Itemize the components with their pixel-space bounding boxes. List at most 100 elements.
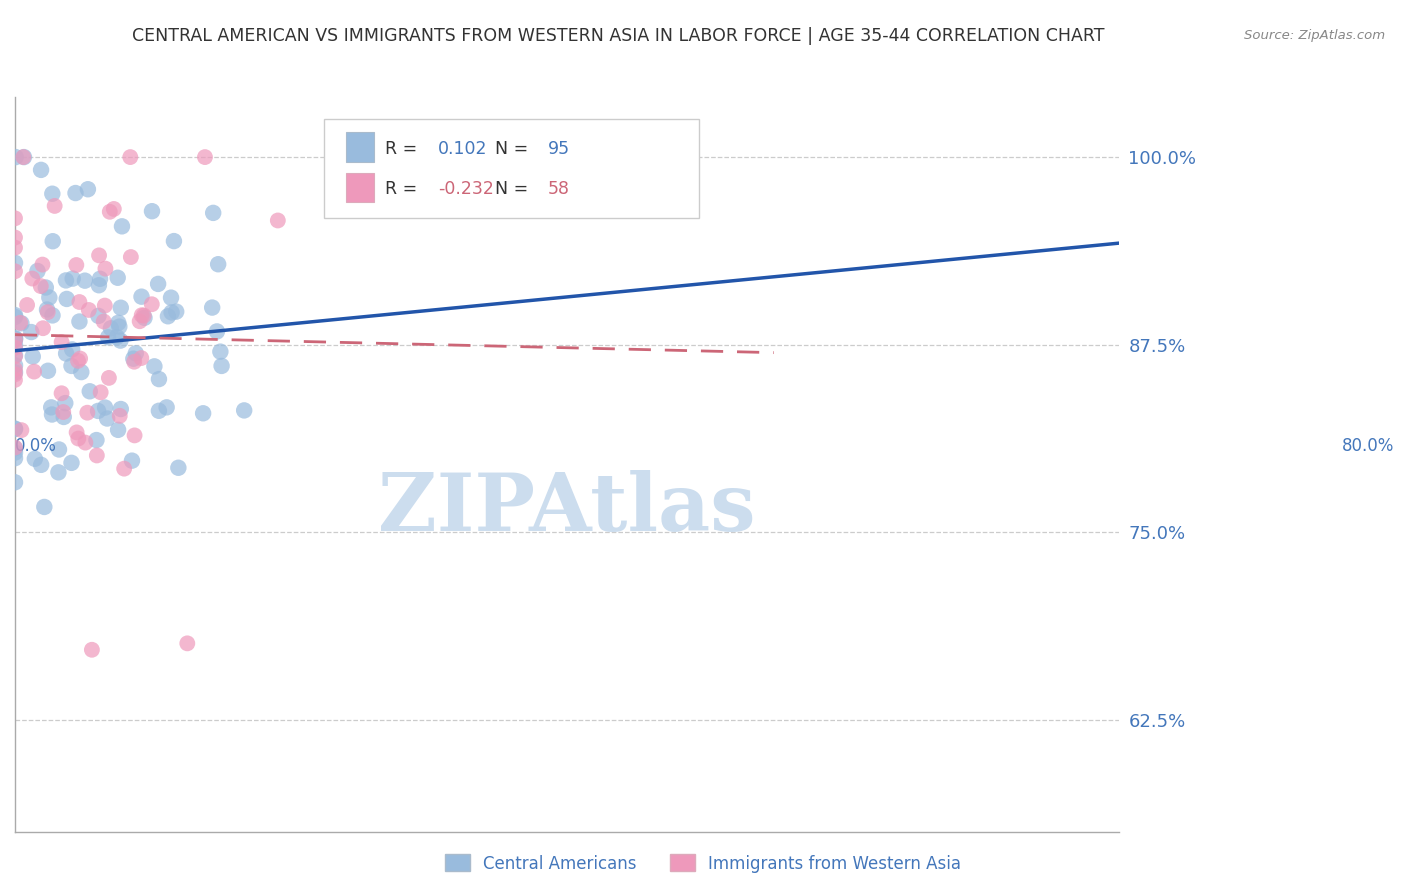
- Point: [69, 351, 91, 366]
- Point: [4, 230, 27, 244]
- Point: [37, 364, 59, 378]
- Point: [87, 404, 110, 418]
- Text: N =: N =: [495, 139, 534, 158]
- Point: [4, 359, 27, 373]
- Point: [60, 359, 83, 373]
- Point: [41, 309, 63, 323]
- Point: [148, 372, 170, 386]
- Point: [4, 475, 27, 490]
- Point: [51, 335, 73, 350]
- Point: [202, 206, 225, 220]
- Point: [201, 301, 224, 315]
- Point: [110, 402, 132, 417]
- Point: [52, 405, 75, 419]
- Point: [67, 295, 90, 310]
- Point: [39, 401, 62, 415]
- Point: [73, 274, 96, 288]
- Point: [70, 365, 93, 379]
- Point: [4, 333, 27, 347]
- Point: [90, 385, 112, 400]
- Point: [120, 250, 142, 264]
- Point: [60, 343, 83, 357]
- Point: [141, 204, 163, 219]
- Point: [86, 433, 108, 447]
- Point: [148, 404, 170, 418]
- Point: [167, 460, 190, 475]
- Point: [4, 211, 27, 226]
- Point: [4, 338, 27, 352]
- Point: [97, 330, 120, 344]
- Point: [67, 432, 90, 446]
- Point: [94, 261, 117, 276]
- Point: [75, 435, 97, 450]
- Point: [22, 365, 45, 379]
- Point: [87, 309, 110, 323]
- Point: [143, 359, 166, 374]
- Point: [4, 308, 27, 322]
- Text: 58: 58: [548, 180, 569, 198]
- Point: [15, 298, 38, 312]
- Point: [4, 441, 27, 455]
- Text: Source: ZipAtlas.com: Source: ZipAtlas.com: [1244, 29, 1385, 42]
- Text: N =: N =: [495, 180, 534, 198]
- Point: [124, 428, 146, 442]
- Point: [160, 305, 183, 319]
- Text: CENTRAL AMERICAN VS IMMIGRANTS FROM WESTERN ASIA IN LABOR FORCE | AGE 35-44 CORR: CENTRAL AMERICAN VS IMMIGRANTS FROM WEST…: [132, 27, 1105, 45]
- Point: [10, 316, 32, 330]
- Point: [4, 349, 27, 363]
- Point: [103, 202, 125, 216]
- Point: [4, 442, 27, 456]
- Point: [110, 334, 132, 348]
- Point: [111, 219, 134, 234]
- Point: [146, 277, 169, 291]
- Text: R =: R =: [385, 180, 422, 198]
- Point: [67, 354, 90, 368]
- Point: [4, 310, 27, 324]
- Point: [35, 280, 58, 294]
- Point: [4, 445, 27, 459]
- Point: [55, 292, 77, 306]
- Point: [267, 213, 290, 227]
- Point: [107, 270, 129, 285]
- Point: [77, 182, 100, 196]
- Point: [4, 341, 27, 355]
- Point: [4, 422, 27, 436]
- Point: [4, 332, 27, 346]
- Point: [131, 308, 153, 322]
- Point: [24, 451, 46, 466]
- Point: [55, 273, 77, 287]
- Point: [211, 359, 233, 373]
- Point: [38, 291, 60, 305]
- Point: [141, 297, 163, 311]
- Point: [4, 348, 27, 362]
- Point: [79, 384, 101, 399]
- Text: R =: R =: [385, 139, 422, 158]
- Point: [27, 264, 49, 278]
- Point: [194, 150, 217, 164]
- Point: [32, 321, 55, 335]
- Point: [4, 362, 27, 376]
- Text: ZIPAtlas: ZIPAtlas: [378, 470, 755, 548]
- Text: 0.102: 0.102: [437, 139, 486, 158]
- Point: [31, 258, 53, 272]
- Point: [30, 458, 52, 472]
- Point: [96, 411, 118, 425]
- Point: [163, 234, 186, 248]
- Point: [191, 406, 214, 420]
- Point: [107, 316, 129, 330]
- Point: [55, 346, 77, 360]
- Point: [128, 314, 150, 328]
- Point: [48, 442, 70, 457]
- Point: [89, 272, 111, 286]
- Point: [105, 330, 128, 344]
- Point: [52, 409, 75, 424]
- Point: [94, 299, 117, 313]
- Point: [34, 500, 56, 514]
- FancyBboxPatch shape: [346, 173, 374, 202]
- Point: [53, 396, 76, 410]
- Text: 80.0%: 80.0%: [1343, 437, 1395, 455]
- Point: [41, 408, 63, 422]
- Point: [108, 319, 131, 334]
- Point: [156, 310, 179, 324]
- Point: [8, 316, 31, 330]
